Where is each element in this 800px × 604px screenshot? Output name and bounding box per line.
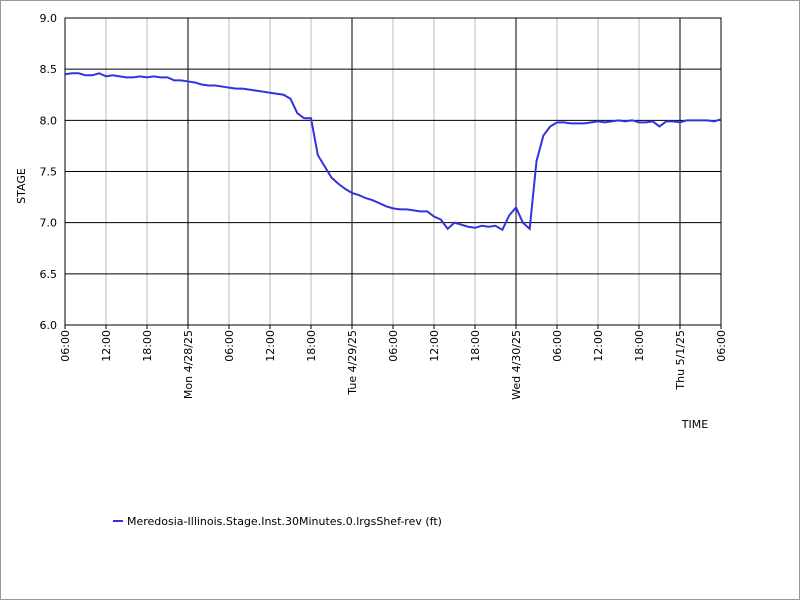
x-tick-label: 12:00 <box>592 330 605 362</box>
y-tick-label: 7.5 <box>40 166 58 179</box>
x-axis-label: TIME <box>681 418 708 431</box>
y-tick-label: 6.5 <box>40 268 58 281</box>
x-tick-label: 06:00 <box>715 330 728 362</box>
x-tick-label: 12:00 <box>428 330 441 362</box>
x-tick-label: 12:00 <box>264 330 277 362</box>
x-tick-label: Mon 4/28/25 <box>182 330 195 399</box>
x-tick-label: 06:00 <box>387 330 400 362</box>
x-tick-label: 06:00 <box>551 330 564 362</box>
data-line <box>64 72 722 232</box>
x-tick-label: 18:00 <box>633 330 646 362</box>
plot-border <box>64 17 722 326</box>
x-tick-label: Tue 4/29/25 <box>346 330 359 396</box>
y-tick-label: 8.5 <box>40 63 58 76</box>
x-tick-label: 18:00 <box>141 330 154 362</box>
y-tick-label: 7.0 <box>40 217 58 230</box>
x-tick-label: 06:00 <box>223 330 236 362</box>
y-tick-label: 9.0 <box>40 12 58 25</box>
x-tick-label: 18:00 <box>305 330 318 362</box>
x-tick-label: 18:00 <box>469 330 482 362</box>
y-axis-label: STAGE <box>15 168 28 204</box>
x-tick-label: 06:00 <box>59 330 72 362</box>
y-tick-label: 6.0 <box>40 319 58 332</box>
legend-label: Meredosia-Illinois.Stage.Inst.30Minutes.… <box>127 515 442 528</box>
x-tick-label: Wed 4/30/25 <box>510 330 523 400</box>
y-tick-label: 8.0 <box>40 114 58 127</box>
x-tick-label: 12:00 <box>100 330 113 362</box>
x-tick-label: Thu 5/1/25 <box>674 330 687 391</box>
